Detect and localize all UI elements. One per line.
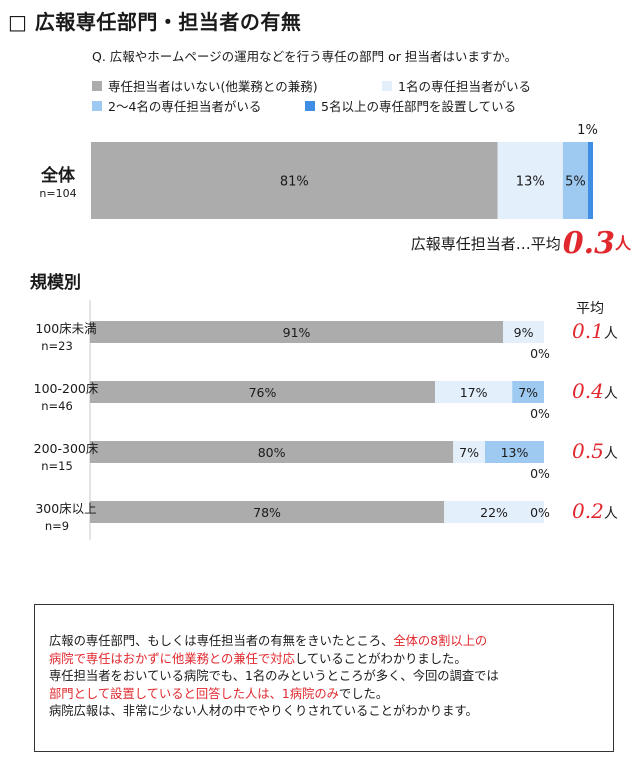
bar-label: 76%: [249, 385, 277, 400]
category-label: 100-200床: [34, 381, 99, 396]
bar-label: 81%: [280, 175, 309, 190]
note-text: でした。: [338, 686, 389, 701]
note-line: 病院で専任はおかずに他業務との兼任で対応していることがわかりました。: [49, 651, 601, 669]
overall-average-label: 広報専任担当者…平均: [410, 235, 561, 253]
average-value-row: 0.5人: [572, 439, 618, 463]
bar-segment: [503, 321, 544, 343]
category-label: 全体: [40, 165, 76, 186]
category-n-label: n=104: [39, 187, 76, 200]
overall-average-unit: 人: [614, 234, 631, 253]
average-value: 0.1: [572, 319, 604, 343]
bar-label: 17%: [460, 385, 488, 400]
legend-swatch: [92, 100, 102, 111]
bar-label: 0%: [530, 466, 550, 481]
note-line: 病院広報は、非常に少ない人材の中でやりくりされていることがわかります。: [49, 703, 601, 721]
summary-note: 広報の専任部門、もしくは専任担当者の有無をきいたところ、全体の8割以上の 病院で専…: [34, 604, 614, 752]
category-label: 200-300床: [34, 441, 99, 456]
average-column: 0.1人 0.4人 0.5人 0.2人: [572, 319, 618, 523]
average-unit: 人: [603, 506, 618, 522]
legend-label: 5名以上の専任部門を設置している: [321, 99, 517, 114]
chart-legend: 専任担当者はいない(他業務との兼務) 1名の専任担当者がいる 2〜4名の専任担当…: [92, 76, 632, 116]
legend-label: 2〜4名の専任担当者がいる: [108, 99, 262, 114]
bar-segment: [90, 501, 445, 523]
chart-canvas: 81% 13% 5% 1% 全体n=104 91% 9% 0% 100床未満 n=23 76% 17…: [34, 123, 598, 540]
bar-segment: [562, 142, 588, 219]
bar-segment: [90, 321, 504, 343]
page-title: □ 広報専任部門・担当者の有無: [8, 10, 302, 34]
note-text: 広報の専任部門、もしくは専任担当者の有無をきいたところ、: [49, 634, 394, 648]
survey-question: Q. 広報やホームページの運用などを行う専任の部門 or 担当者はいますか。: [92, 49, 518, 64]
bar-label-outside: 1%: [577, 123, 598, 138]
category-label: 300床以上: [35, 501, 96, 516]
bar-label: 13%: [516, 175, 545, 190]
note-line: 広報の専任部門、もしくは専任担当者の有無をきいたところ、全体の8割以上の: [49, 633, 601, 651]
overall-average: 広報専任担当者…平均0.3人: [411, 226, 631, 261]
bar-label: 91%: [283, 325, 311, 340]
legend-item-two-to-four: 2〜4名の専任担当者がいる: [92, 96, 261, 115]
average-unit: 人: [603, 446, 618, 462]
note-highlight: 病院で専任はおかずに他業務との兼任で対応: [49, 651, 295, 666]
average-column-header: 平均: [576, 301, 604, 317]
bar-label: 7%: [459, 445, 479, 460]
category-n-label: n=46: [41, 399, 73, 413]
scale-chart: 91% 9% 0% 100床未満 n=23 76% 17% 7% 0% 100-200床 n=46 8…: [34, 300, 550, 540]
bar-segment: [91, 142, 498, 219]
note-highlight: 部門として設置していると回答した人は、1病院のみ: [49, 686, 339, 701]
bar-segment: [90, 441, 454, 463]
average-value: 0.4: [572, 379, 604, 403]
bar-segment: [435, 381, 513, 403]
bar-segment: [497, 142, 563, 219]
bar-segment: [587, 142, 593, 219]
legend-item-five-plus: 5名以上の専任部門を設置している: [305, 96, 516, 115]
bar-label: 13%: [501, 445, 529, 460]
legend-item-no-dedicated: 専任担当者はいない(他業務との兼務): [92, 76, 318, 95]
bar-segment: [90, 381, 436, 403]
note-line: 部門として設置していると回答した人は、1病院のみでした。: [49, 686, 601, 704]
legend-item-one-person: 1名の専任担当者がいる: [382, 76, 531, 95]
bar-label: 0%: [530, 505, 550, 520]
average-unit: 人: [603, 326, 618, 342]
legend-label: 1名の専任担当者がいる: [398, 79, 531, 94]
note-line: 専任担当者をおいている病院でも、1名のみというところが多く、今回の調査では: [49, 668, 601, 686]
note-text: 専任担当者をおいている病院でも、1名のみというところが多く、今回の調査では: [49, 669, 499, 683]
legend-swatch: [382, 80, 392, 91]
average-value: 0.5: [572, 439, 604, 463]
bar-label: 80%: [258, 445, 286, 460]
bar-label: 22%: [480, 505, 508, 520]
bar-segment: [484, 441, 544, 463]
note-highlight: 全体の8割以上の: [393, 634, 488, 648]
legend-label: 専任担当者はいない(他業務との兼務): [108, 79, 318, 94]
overall-chart: 81% 13% 5% 1% 全体n=104: [39, 123, 598, 219]
average-value: 0.2: [572, 499, 604, 523]
section-heading-scale: 規模別: [30, 273, 81, 293]
bar-label: 9%: [514, 325, 534, 340]
legend-swatch: [305, 100, 315, 111]
note-text: していることがわかりました。: [294, 651, 467, 666]
category-label: 100床未満: [35, 321, 96, 336]
overall-average-value: 0.3: [562, 226, 615, 261]
bar-label: 78%: [253, 505, 281, 520]
bar-label: 5%: [565, 175, 586, 190]
bar-label: 0%: [530, 406, 550, 421]
bar-segment: [444, 501, 544, 523]
category-n-label: n=23: [41, 339, 73, 353]
average-unit: 人: [603, 386, 618, 402]
average-value-row: 0.4人: [572, 379, 618, 403]
legend-swatch: [92, 80, 102, 91]
category-n-label: n=15: [41, 459, 73, 473]
bar-segment: [453, 441, 485, 463]
average-value-row: 0.2人: [572, 499, 618, 523]
bar-segment: [512, 381, 544, 403]
note-text: 病院広報は、非常に少ない人材の中でやりくりされていることがわかります。: [49, 704, 478, 718]
bar-label: 7%: [518, 385, 538, 400]
category-n-label: n=9: [45, 519, 69, 533]
bar-label: 0%: [530, 346, 550, 361]
average-value-row: 0.1人: [572, 319, 618, 343]
